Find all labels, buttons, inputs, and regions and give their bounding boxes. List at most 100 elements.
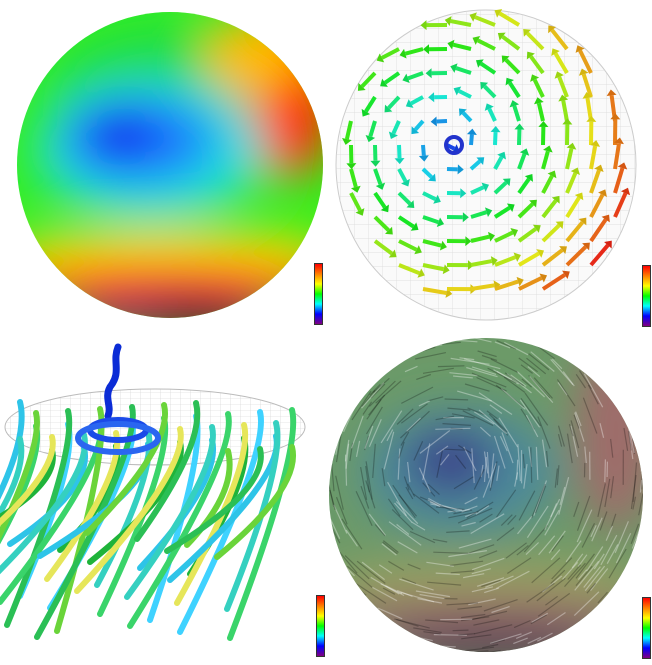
arrow-glyph: [413, 119, 425, 131]
lic-streak: [525, 542, 540, 556]
lic-streak: [483, 456, 487, 483]
lic-streak: [399, 578, 434, 591]
arrow-head: [566, 142, 577, 150]
arrow-glyph: [541, 150, 550, 170]
lic-streak: [344, 394, 354, 410]
streamtube: [124, 424, 216, 600]
arrow-glyph: [421, 167, 433, 179]
lic-streak: [636, 421, 641, 437]
lic-streak: [584, 622, 598, 635]
lic-streak: [419, 593, 446, 600]
lic-streak: [333, 504, 348, 534]
lic-streak: [544, 509, 560, 536]
lic-streak: [364, 435, 370, 451]
lic-streak: [349, 642, 380, 652]
lic-streak: [471, 610, 508, 621]
arrow-head: [385, 226, 393, 235]
lic-streak: [639, 425, 643, 464]
lic-streak: [621, 580, 640, 605]
lic-streak: [512, 650, 546, 652]
lic-streak: [627, 430, 632, 451]
lic-streak: [618, 338, 634, 348]
lic-streak: [526, 505, 549, 539]
arrow-glyph: [565, 148, 574, 170]
arrow-glyph: [422, 215, 440, 225]
lic-streak: [639, 479, 643, 493]
arrow-glyph: [422, 191, 437, 202]
lic-streak: [453, 509, 473, 515]
lic-streak: [547, 338, 561, 348]
arrow-glyph: [452, 42, 472, 51]
lic-streak: [413, 627, 442, 634]
lic-streak: [435, 445, 449, 455]
lic-streak: [605, 338, 619, 355]
lic-streak: [629, 348, 643, 380]
arrow-glyph: [373, 215, 390, 232]
arrow-head: [376, 53, 385, 63]
lic-streak: [448, 511, 479, 519]
lic-streak: [462, 410, 494, 427]
lic-streak: [504, 341, 529, 356]
lic-streak: [329, 393, 338, 406]
arrow-head: [562, 270, 570, 280]
lic-streak: [581, 523, 596, 548]
lic-streak: [584, 565, 606, 591]
lic-streak: [478, 409, 508, 435]
lic-streak: [537, 632, 553, 642]
lic-streak: [556, 379, 576, 407]
lic-streak: [506, 373, 532, 394]
arrow-glyph: [373, 239, 393, 256]
lic-streak: [329, 386, 344, 410]
lic-streak: [394, 502, 413, 523]
lic-streak: [578, 370, 592, 390]
arrow-head: [420, 20, 427, 31]
arrow-head: [467, 260, 474, 271]
lic-streak: [481, 354, 498, 361]
arrow-glyph: [508, 81, 521, 99]
lic-streak: [345, 454, 348, 486]
lic-streak: [573, 501, 580, 517]
lic-streak: [610, 476, 615, 499]
arrow-head: [606, 89, 617, 97]
arrow-head: [380, 204, 389, 213]
colorbar: [316, 595, 325, 657]
arrow-glyph: [397, 144, 402, 159]
vector-arrows-panel: [326, 0, 652, 332]
arrow-glyph: [565, 172, 578, 194]
lic-streak: [340, 338, 354, 344]
arrow-head: [590, 140, 601, 147]
arrow-head: [509, 100, 520, 108]
lic-streak: [520, 408, 535, 430]
lic-streak: [329, 338, 345, 356]
lic-streak: [590, 524, 597, 538]
lic-streak: [471, 568, 491, 575]
arrow-head: [365, 134, 376, 143]
arrow-head: [475, 59, 484, 68]
lic-streak: [520, 364, 533, 374]
lic-streak: [551, 557, 573, 580]
arrow-glyph: [397, 215, 415, 229]
lic-streak: [559, 486, 566, 506]
lic-streak: [489, 404, 503, 414]
lic-streak: [400, 403, 428, 424]
arrow-head: [484, 207, 493, 217]
lic-streak: [496, 370, 513, 381]
arrow-head: [480, 82, 489, 90]
lic-streak: [397, 541, 418, 554]
arrow-head: [601, 214, 610, 223]
arrow-head: [457, 164, 464, 175]
arrow-glyph: [517, 153, 527, 170]
lic-streak: [491, 605, 510, 614]
arrow-head: [384, 104, 393, 113]
lic-streak: [562, 371, 575, 387]
lic-streak: [489, 453, 495, 488]
lic-streak: [427, 499, 441, 508]
lic-streak: [440, 618, 473, 621]
lic-streak: [473, 619, 500, 626]
lic-streak: [374, 524, 386, 537]
lic-streak: [534, 485, 547, 514]
lic-streak: [388, 560, 405, 571]
lic-streak: [429, 501, 457, 510]
arrow-glyph: [589, 169, 601, 194]
streamtube: [84, 402, 168, 536]
